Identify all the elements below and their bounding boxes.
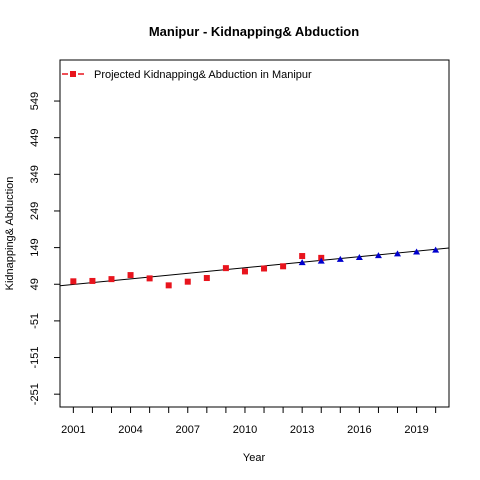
trend-line: [59, 247, 450, 287]
x-tick-label: 2001: [61, 424, 85, 436]
data-point-triangle: [317, 257, 325, 264]
data-point-triangle: [413, 248, 421, 255]
data-point-square: [299, 253, 306, 260]
x-tick-label: 2010: [233, 424, 257, 436]
trend-layer: [59, 247, 450, 287]
data-point-square: [184, 278, 191, 285]
data-point-square: [146, 275, 153, 282]
data-point-triangle: [355, 254, 363, 261]
y-tick-label: 49: [29, 278, 41, 290]
data-point-square: [70, 278, 77, 285]
data-point-triangle: [336, 255, 344, 262]
y-tick-label: -151: [29, 347, 41, 369]
x-tick-label: 2019: [404, 424, 428, 436]
y-axis-label: Kidnapping& Abduction: [4, 177, 16, 291]
x-tick-label: 2016: [347, 424, 371, 436]
chart-title: Manipur - Kidnapping& Abduction: [149, 24, 359, 39]
data-point-square: [280, 263, 287, 270]
x-tick-label: 2007: [176, 424, 200, 436]
legend: Projected Kidnapping& Abduction in Manip…: [62, 69, 312, 81]
data-point-triangle: [374, 252, 382, 259]
data-point-square: [108, 276, 115, 283]
data-point-triangle: [432, 246, 440, 253]
x-tick-label: 2013: [290, 424, 314, 436]
plot-area: [59, 59, 450, 408]
y-tick-label: -51: [29, 313, 41, 329]
x-tick-label: 2004: [118, 424, 142, 436]
y-axis: -251 -151 -51 49 149 249 349 449 549: [29, 92, 60, 405]
data-point-square: [203, 275, 210, 282]
y-tick-label: 349: [29, 165, 41, 183]
data-point-square: [127, 272, 134, 279]
legend-marker: [70, 71, 76, 77]
data-point-square: [89, 277, 96, 284]
data-point-triangle: [298, 259, 306, 266]
y-tick-label: 549: [29, 92, 41, 110]
y-tick-label: 249: [29, 202, 41, 220]
y-tick-label: -251: [29, 383, 41, 405]
y-tick-label: 449: [29, 129, 41, 147]
x-axis-label: Year: [243, 452, 266, 464]
data-point-square: [261, 265, 268, 272]
legend-label: Projected Kidnapping& Abduction in Manip…: [94, 69, 312, 81]
data-point-square: [241, 268, 248, 275]
data-point-square: [165, 282, 172, 289]
data-point-square: [222, 265, 229, 272]
data-point-triangle: [394, 250, 402, 257]
y-tick-label: 149: [29, 238, 41, 256]
x-axis: 2001 2004 2007 2010 2013 2016 2019: [61, 407, 437, 436]
points-layer: [70, 246, 440, 289]
